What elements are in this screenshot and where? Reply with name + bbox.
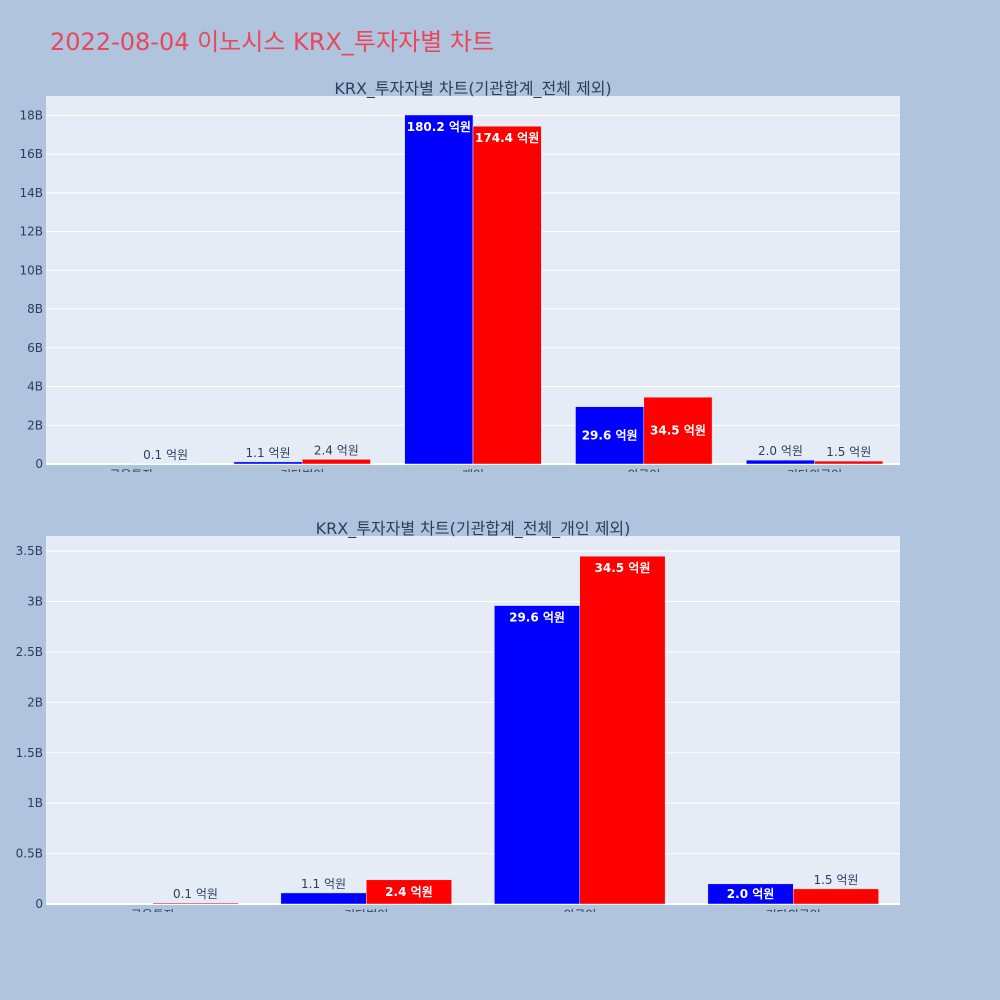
- bar: [746, 459, 815, 465]
- chart-title: KRX_투자자별 차트(기관합계_전체_개인 제외): [316, 519, 631, 539]
- bar: [814, 460, 884, 465]
- bar-data-label: 1.5 억원: [826, 445, 871, 459]
- y-tick-label: 4B: [27, 380, 43, 394]
- x-tick-label: 외국인: [563, 908, 596, 912]
- x-tick-label: 기타법인: [344, 908, 388, 912]
- y-tick-label: 0: [35, 897, 43, 911]
- bar: [472, 125, 542, 465]
- bar-data-label: 2.0 억원: [758, 444, 803, 458]
- y-tick-label: 16B: [19, 147, 43, 161]
- bar: [643, 396, 713, 465]
- bar: [280, 892, 367, 905]
- bar: [579, 555, 666, 905]
- plot-area: [46, 536, 900, 904]
- y-tick-label: 1B: [27, 796, 43, 810]
- bar: [301, 459, 371, 465]
- y-tick-label: 6B: [27, 341, 43, 355]
- x-tick-label: 외국인: [627, 468, 660, 472]
- y-tick-label: 1.5B: [16, 746, 43, 760]
- bar-data-label: 0.1 억원: [173, 887, 218, 901]
- bar-data-label: 2.4 억원: [314, 443, 359, 457]
- bar: [152, 902, 239, 905]
- bar-data-label: 1.1 억원: [246, 446, 291, 460]
- y-tick-label: 3.5B: [16, 544, 43, 558]
- y-tick-label: 12B: [19, 225, 43, 239]
- bar-data-label: 0.1 억원: [143, 448, 188, 462]
- y-tick-label: 18B: [19, 108, 43, 122]
- y-tick-label: 2B: [27, 418, 43, 432]
- chart-title: KRX_투자자별 차트(기관합계_전체 제외): [334, 79, 611, 99]
- x-tick-label: 금융투자: [109, 468, 153, 472]
- bar: [233, 461, 303, 465]
- bar-data-label: 180.2 억원: [407, 120, 471, 134]
- bar-data-label: 2.4 억원: [385, 885, 433, 899]
- bar-data-label: 1.1 억원: [301, 877, 346, 891]
- x-tick-label: 기타외국인: [766, 908, 821, 912]
- bar: [575, 406, 645, 465]
- bar-data-label: 1.5 억원: [813, 873, 858, 887]
- bar-data-label: 2.0 억원: [727, 887, 775, 901]
- bar-data-label: 34.5 억원: [650, 424, 706, 438]
- investor-chart-all: KRX_투자자별 차트(기관합계_전체 제외) 0 2B 4B 6B 8B 10B 12B 14…: [19, 79, 900, 472]
- bar: [404, 114, 474, 465]
- bar-data-label: 29.6 억원: [582, 428, 638, 442]
- y-tick-label: 3B: [27, 595, 43, 609]
- investor-chart-excl-individual: KRX_투자자별 차트(기관합계_전체_개인 제외) 0 0.5B 1B 1.5B 2B 2…: [16, 519, 900, 912]
- x-tick-label: 기타법인: [280, 468, 324, 472]
- y-tick-label: 8B: [27, 302, 43, 316]
- bar: [793, 888, 879, 905]
- bar: [494, 605, 581, 905]
- y-tick-label: 2.5B: [16, 645, 43, 659]
- page-title: 2022-08-04 이노시스 KRX_투자자별 차트: [50, 28, 495, 56]
- bar-data-label: 34.5 억원: [595, 561, 651, 575]
- x-tick-label: 개인: [462, 468, 484, 472]
- bar: [366, 879, 452, 905]
- y-tick-label: 10B: [19, 263, 43, 277]
- bar-data-label: 29.6 억원: [509, 611, 565, 625]
- y-tick-label: 0: [35, 457, 43, 471]
- y-tick-label: 14B: [19, 186, 43, 200]
- y-tick-label: 0.5B: [16, 847, 43, 861]
- x-tick-label: 기타외국인: [787, 468, 842, 472]
- y-tick-label: 2B: [27, 695, 43, 709]
- bar-data-label: 174.4 억원: [475, 131, 539, 145]
- x-tick-label: 금융투자: [131, 908, 175, 912]
